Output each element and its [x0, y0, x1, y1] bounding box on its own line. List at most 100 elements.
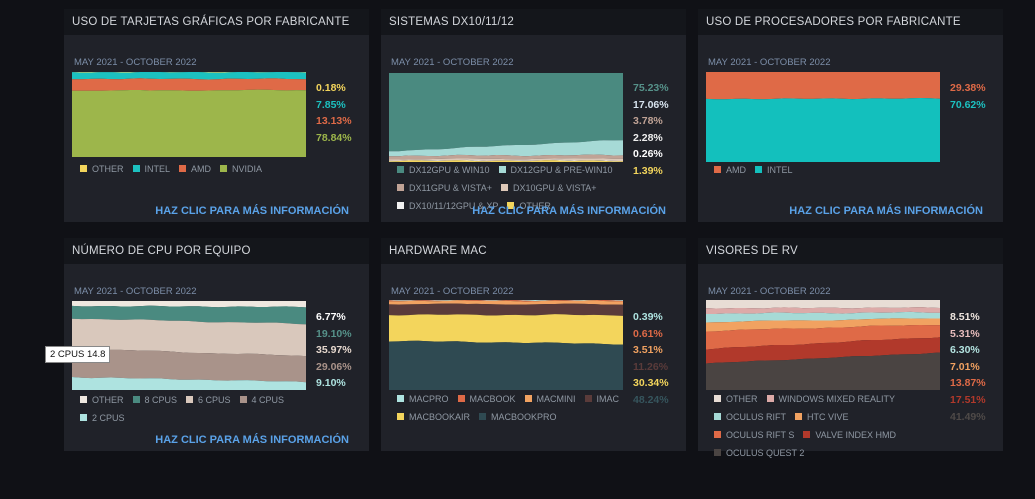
area-series-oculus-rift[interactable] — [706, 311, 940, 323]
area-series-intel[interactable] — [706, 98, 940, 162]
legend-item-other[interactable]: OTHER — [80, 164, 124, 175]
legend-item-nvidia[interactable]: NVIDIA — [220, 164, 262, 175]
legend-item-valve-index-hmd[interactable]: VALVE INDEX HMD — [803, 430, 896, 441]
area-series-macpro[interactable] — [389, 300, 623, 301]
legend-item-other[interactable]: OTHER — [714, 394, 758, 405]
legend-swatch — [714, 431, 721, 438]
legend-item-dx10-11-12gpu-xp[interactable]: DX10/11/12GPU & XP — [397, 201, 498, 212]
value-label: 6.30% — [950, 344, 980, 357]
area-series-imac[interactable] — [389, 303, 623, 316]
legend-item-dx10gpu-vista[interactable]: DX10GPU & VISTA+ — [500, 183, 597, 194]
panel-mac-hardware: HARDWARE MAC MAY 2021 - OCTOBER 2022 0.3… — [381, 238, 686, 451]
period-label: MAY 2021 - OCTOBER 2022 — [74, 57, 197, 68]
more-info-link[interactable]: HAZ CLIC PARA MÁS INFORMACIÓN — [155, 205, 349, 217]
area-series-dx12gpu-pre-win10[interactable] — [389, 140, 623, 157]
legend-swatch — [524, 395, 532, 402]
legend-swatch — [766, 395, 774, 402]
legend-item-dx12gpu-pre-win10[interactable]: DX12GPU & PRE-WIN10 — [498, 165, 613, 176]
legend-item-dx11gpu-vista[interactable]: DX11GPU & VISTA+ — [397, 183, 492, 194]
legend-label: 2 CPUS — [92, 413, 125, 423]
area-series-8-cpus[interactable] — [72, 305, 306, 325]
gpu-chart[interactable] — [72, 72, 306, 157]
value-label: 11.26% — [633, 360, 669, 373]
area-series-macbookair[interactable] — [389, 314, 623, 345]
legend-swatch — [239, 396, 247, 403]
legend-item-4-cpus[interactable]: 4 CPUS — [239, 395, 284, 406]
legend-label: OCULUS QUEST 2 — [726, 448, 805, 458]
legend-label: AMD — [726, 165, 746, 175]
more-info-link[interactable]: HAZ CLIC PARA MÁS INFORMACIÓN — [155, 434, 349, 446]
area-series-dx10gpu-vista[interactable] — [389, 158, 623, 162]
area-series-macbookpro[interactable] — [389, 340, 623, 390]
value-label: 75.23% — [633, 82, 669, 94]
legend-item-amd[interactable]: AMD — [714, 165, 746, 176]
value-label: 35.97% — [316, 344, 352, 357]
legend-label: MACBOOKPRO — [491, 412, 557, 422]
value-label: 3.78% — [633, 115, 663, 128]
area-series-4-cpus[interactable] — [72, 348, 306, 383]
area-series-windows-mixed-reality[interactable] — [706, 307, 940, 315]
legend-item-8-cpus[interactable]: 8 CPUS — [132, 395, 178, 406]
value-label: 9.10% — [316, 377, 346, 390]
legend-item-dx12gpu-win10[interactable]: DX12GPU & WIN10 — [397, 165, 490, 176]
cpu-count-chart[interactable] — [72, 301, 306, 390]
legend-item-oculus-rift[interactable]: OCULUS RIFT — [714, 412, 786, 423]
area-series-htc-vive[interactable] — [706, 318, 940, 332]
legend-item-macbook[interactable]: MACBOOK — [457, 394, 516, 405]
legend-item-macbookair[interactable]: MACBOOKAIR — [397, 412, 470, 423]
legend: OTHER INTEL AMD NVIDIA — [80, 164, 370, 182]
legend-item-macpro[interactable]: MACPRO — [397, 394, 449, 405]
legend-item-oculus-quest-2[interactable]: OCULUS QUEST 2 — [714, 448, 804, 459]
area-series-valve-index-hmd[interactable] — [706, 337, 940, 364]
legend-label: DX12GPU & WIN10 — [409, 165, 490, 175]
area-series-oculus-rift-s[interactable] — [706, 324, 940, 350]
legend-item-imac[interactable]: IMAC — [584, 394, 619, 405]
area-series-other[interactable] — [389, 160, 623, 162]
legend-item-amd[interactable]: AMD — [179, 164, 211, 175]
legend-item-macmini[interactable]: MACMINI — [524, 394, 576, 405]
area-series-6-cpus[interactable] — [72, 318, 306, 357]
mac-chart[interactable] — [389, 300, 623, 390]
cpu-manufacturer-chart[interactable] — [706, 72, 940, 162]
area-series-nvidia[interactable] — [72, 89, 306, 157]
legend-label: 8 CPUS — [144, 395, 178, 405]
dx-chart[interactable] — [389, 73, 623, 162]
legend-item-2-cpus[interactable]: 2 CPUS — [80, 413, 125, 424]
legend-item-windows-mixed-reality[interactable]: WINDOWS MIXED REALITY — [766, 394, 895, 405]
area-series-oculus-quest-2[interactable] — [706, 352, 940, 390]
legend-item-other[interactable]: OTHER — [80, 395, 124, 406]
legend-swatch — [500, 184, 508, 191]
legend-label: INTEL — [767, 165, 793, 175]
legend-item-macbookpro[interactable]: MACBOOKPRO — [479, 412, 557, 423]
value-label: 41.49% — [950, 410, 986, 423]
legend-item-6-cpus[interactable]: 6 CPUS — [186, 395, 231, 406]
legend-label: AMD — [191, 164, 212, 174]
legend-swatch — [755, 166, 762, 173]
panel-title: USO DE TARJETAS GRÁFICAS POR FABRICANTE — [64, 9, 369, 35]
legend-swatch — [795, 413, 803, 420]
area-series-macmini[interactable] — [389, 300, 623, 305]
legend-label: INTEL — [144, 164, 171, 174]
legend-label: OTHER — [92, 395, 124, 405]
area-series-other[interactable] — [706, 300, 940, 309]
legend-item-other[interactable]: OTHER — [507, 201, 551, 212]
area-series-dx11gpu-vista[interactable] — [389, 154, 623, 160]
area-series-other[interactable] — [72, 301, 306, 308]
legend-item-oculus-rift-s[interactable]: OCULUS RIFT S — [714, 430, 794, 441]
legend-item-intel[interactable]: INTEL — [755, 165, 793, 176]
area-series-other[interactable] — [72, 72, 306, 73]
legend-swatch — [397, 184, 404, 191]
legend-item-htc-vive[interactable]: HTC VIVE — [795, 412, 849, 423]
more-info-link[interactable]: HAZ CLIC PARA MÁS INFORMACIÓN — [789, 205, 983, 217]
area-series-intel[interactable] — [72, 72, 306, 80]
value-label: 3.51% — [633, 344, 663, 357]
vr-chart[interactable] — [706, 300, 940, 390]
area-series-macbook[interactable] — [389, 300, 623, 302]
area-series-2-cpus[interactable] — [72, 377, 306, 390]
area-series-amd[interactable] — [72, 78, 306, 91]
area-series-amd[interactable] — [706, 72, 940, 100]
value-label: 78.84% — [316, 131, 352, 144]
legend-item-intel[interactable]: INTEL — [132, 164, 171, 175]
area-series-dx12gpu-win10[interactable] — [389, 73, 623, 152]
more-info-link[interactable]: HAZ CLIC PARA MÁS INFORMACIÓN — [472, 205, 666, 217]
